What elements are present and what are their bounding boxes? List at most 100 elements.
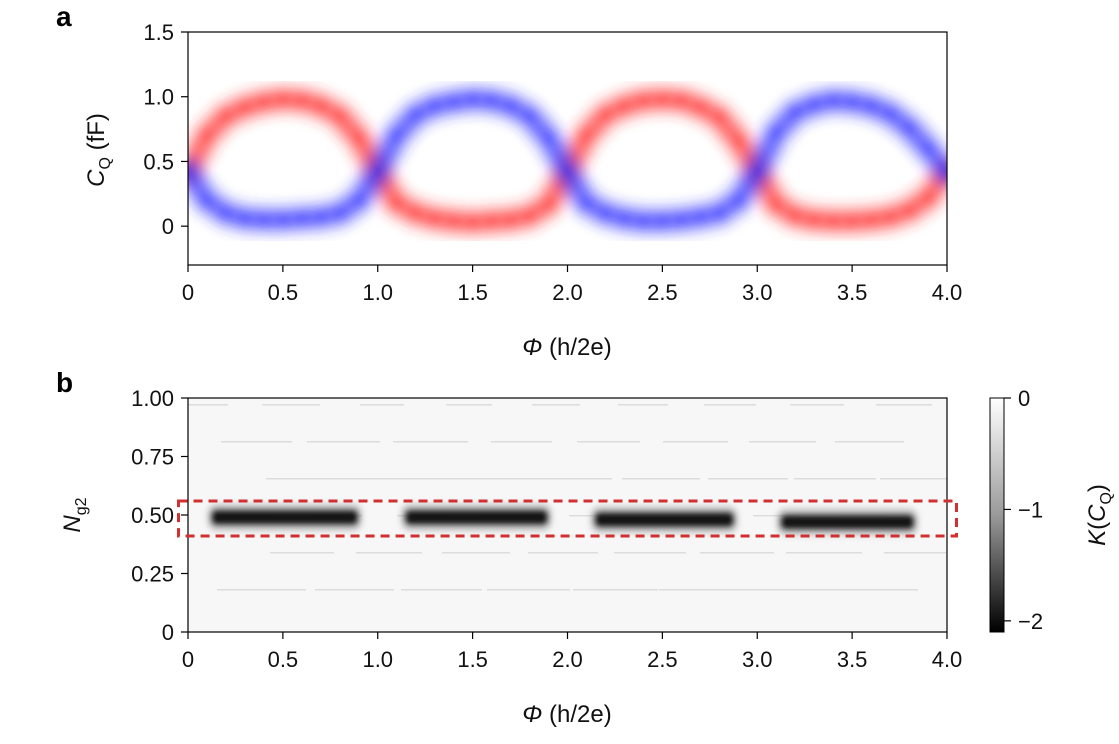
- noise-streak: [262, 404, 320, 406]
- series-0-point: [315, 100, 326, 111]
- series-1-point: [391, 130, 402, 141]
- series-0-point: [202, 130, 212, 141]
- noise-streak: [536, 478, 612, 480]
- noise-streak: [745, 589, 834, 591]
- panel-a-x-symbol: Φ: [522, 334, 542, 361]
- panel-a-xtick-label: 2.5: [647, 280, 678, 305]
- series-1-point: [695, 212, 706, 223]
- series-0-point: [657, 94, 668, 105]
- noise-streak: [618, 404, 668, 406]
- panel-b-x-symbol: Φ: [522, 701, 542, 728]
- series-1-point: [505, 100, 516, 111]
- series-0-point: [866, 214, 877, 225]
- series-1-point: [296, 213, 307, 224]
- panel-a-y-unit: (fF): [83, 113, 110, 157]
- noise-streak: [831, 589, 872, 591]
- colorbar-tick-label: −1: [1018, 497, 1043, 522]
- noise-streak: [786, 552, 862, 554]
- series-0-point: [638, 95, 649, 106]
- panel-b-ytick-label: 0.25: [131, 562, 174, 587]
- series-0-point: [619, 100, 630, 111]
- noise-streak: [442, 552, 510, 554]
- series-1-point: [372, 166, 383, 177]
- noise-streak: [360, 404, 404, 406]
- series-0-point: [258, 96, 269, 107]
- series-1-point: [429, 100, 440, 111]
- panel-b-highlight-box-group: [177, 499, 958, 538]
- series-0-point: [220, 111, 231, 122]
- series-0-point: [828, 216, 839, 226]
- noise-streak: [356, 552, 422, 554]
- series-0-point: [467, 217, 478, 228]
- noise-streak: [843, 589, 918, 591]
- noise-streak: [307, 441, 380, 443]
- series-1-point: [188, 166, 193, 177]
- noise-streak: [446, 404, 492, 406]
- panel-b-y-ticks: 0 0.25 0.50 0.75 1.00: [131, 386, 188, 645]
- series-0-point: [543, 199, 554, 210]
- colorbar-inner: C: [1084, 504, 1111, 522]
- series-1-point: [904, 122, 914, 133]
- noise-streak: [528, 552, 598, 554]
- noise-streak: [229, 589, 306, 591]
- panel-a-y-symbol: C: [83, 169, 110, 187]
- noise-streak: [753, 515, 798, 517]
- panel-a-ytick-label: 1.0: [143, 85, 174, 110]
- noise-streak: [700, 552, 774, 554]
- series-1-point: [315, 212, 326, 223]
- panel-b-xtick-label: 2.0: [552, 647, 583, 672]
- series-0-point: [334, 111, 345, 122]
- noise-streak: [884, 552, 946, 554]
- panel-a-x-ticks: 0 0.5 1.0 1.5 2.0 2.5 3.0 3.5 4.0: [182, 265, 962, 305]
- noise-streak: [876, 404, 932, 406]
- series-1-point: [714, 208, 725, 219]
- noise-streak: [573, 589, 658, 591]
- panel-a-plot-area: [188, 82, 947, 240]
- panel-b-y-subscript: g2: [73, 497, 90, 515]
- series-1-point: [866, 100, 877, 111]
- series-1-point: [581, 197, 592, 208]
- panel-a-series-layer: [188, 82, 947, 240]
- panel-a-x-axis-label: Φ (h/2e): [522, 334, 611, 361]
- series-1-point: [353, 195, 364, 206]
- series-0-point: [353, 133, 364, 144]
- series-1-point: [562, 166, 573, 177]
- series-1-point: [524, 111, 535, 122]
- panel-a-y-axis-label: CQ (fF): [83, 113, 114, 187]
- noise-streak: [221, 441, 292, 443]
- panel-b-x-unit: (h/2e): [542, 701, 611, 728]
- series-1-point: [923, 143, 933, 154]
- series-0-point: [771, 199, 782, 210]
- noise-streak: [659, 589, 746, 591]
- panel-b-y-symbol: N: [59, 515, 86, 533]
- noise-streak: [790, 404, 844, 406]
- colorbar-tick-label: −2: [1018, 609, 1043, 634]
- panel-b-xtick-label: 0.5: [268, 647, 299, 672]
- panel-b: b 0 0.5 1.0 1.5 2.0 2.5 3.0 3.5 4.0 0 0.25 0.50 0.7…: [56, 367, 1115, 728]
- panel-a-xtick-label: 4.0: [932, 280, 963, 305]
- series-0-point: [904, 205, 914, 216]
- panel-b-label: b: [56, 367, 73, 398]
- panel-a-x-unit: (h/2e): [542, 334, 611, 361]
- series-0-point: [923, 192, 933, 203]
- panel-a-xtick-label: 0: [182, 280, 194, 305]
- noise-streak: [352, 478, 440, 480]
- series-0-point: [809, 214, 820, 225]
- series-0-point: [391, 197, 402, 208]
- noise-streak: [708, 478, 788, 480]
- panel-b-y-axis-label: Ng2: [59, 497, 90, 532]
- panel-a-ytick-label: 0: [162, 214, 174, 239]
- series-1-point: [334, 208, 345, 219]
- panel-a-xtick-label: 3.5: [837, 280, 868, 305]
- colorbar-tick-label: 0: [1018, 386, 1030, 411]
- series-1-point: [220, 208, 231, 219]
- noise-streak: [491, 441, 552, 443]
- series-1-point: [600, 208, 611, 219]
- panel-b-xtick-label: 0: [182, 647, 194, 672]
- panel-b-segment-layer: [206, 503, 919, 537]
- noise-streak: [188, 404, 228, 406]
- series-1-point: [410, 109, 421, 120]
- series-1-point: [467, 94, 478, 105]
- series-0-point: [600, 109, 611, 120]
